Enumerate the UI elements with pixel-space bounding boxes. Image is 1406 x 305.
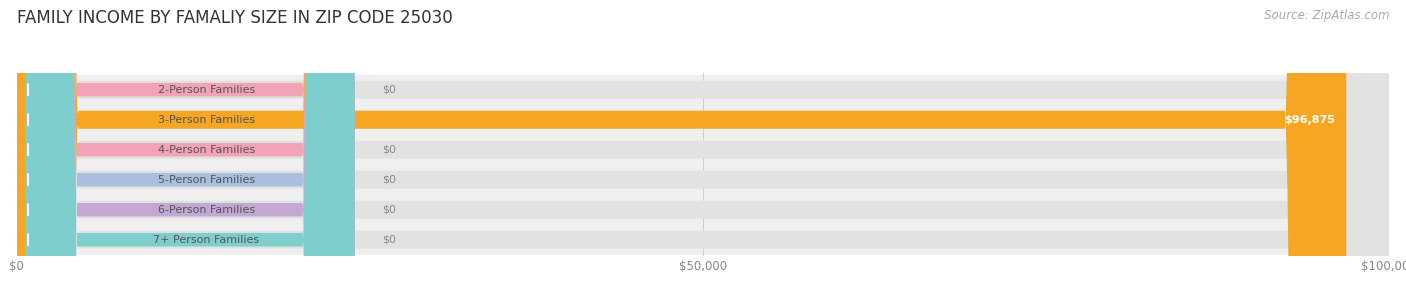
Text: $0: $0 — [382, 205, 396, 215]
Bar — [17, 75, 1389, 105]
Bar — [17, 135, 1389, 165]
Text: $0: $0 — [382, 235, 396, 245]
Text: Source: ZipAtlas.com: Source: ZipAtlas.com — [1264, 9, 1389, 22]
Text: $0: $0 — [382, 175, 396, 185]
Text: FAMILY INCOME BY FAMALIY SIZE IN ZIP CODE 25030: FAMILY INCOME BY FAMALIY SIZE IN ZIP COD… — [17, 9, 453, 27]
FancyBboxPatch shape — [25, 0, 354, 305]
FancyBboxPatch shape — [25, 0, 354, 305]
Text: 6-Person Families: 6-Person Families — [157, 205, 254, 215]
Bar — [17, 105, 1389, 135]
FancyBboxPatch shape — [25, 0, 354, 305]
Text: 3-Person Families: 3-Person Families — [157, 115, 254, 125]
Bar — [17, 195, 1389, 225]
Text: 5-Person Families: 5-Person Families — [157, 175, 254, 185]
FancyBboxPatch shape — [17, 0, 1347, 305]
FancyBboxPatch shape — [25, 0, 354, 305]
FancyBboxPatch shape — [17, 0, 1389, 305]
FancyBboxPatch shape — [17, 0, 1389, 305]
FancyBboxPatch shape — [17, 0, 1389, 305]
FancyBboxPatch shape — [17, 0, 1389, 305]
FancyBboxPatch shape — [25, 0, 354, 305]
FancyBboxPatch shape — [17, 0, 1389, 305]
Text: $0: $0 — [382, 85, 396, 95]
FancyBboxPatch shape — [25, 0, 354, 305]
Text: $96,875: $96,875 — [1285, 115, 1336, 125]
Text: 4-Person Families: 4-Person Families — [157, 145, 254, 155]
Bar — [17, 165, 1389, 195]
Text: 7+ Person Families: 7+ Person Families — [153, 235, 259, 245]
Text: 2-Person Families: 2-Person Families — [157, 85, 254, 95]
FancyBboxPatch shape — [17, 0, 1389, 305]
Text: $0: $0 — [382, 145, 396, 155]
Bar — [17, 225, 1389, 255]
